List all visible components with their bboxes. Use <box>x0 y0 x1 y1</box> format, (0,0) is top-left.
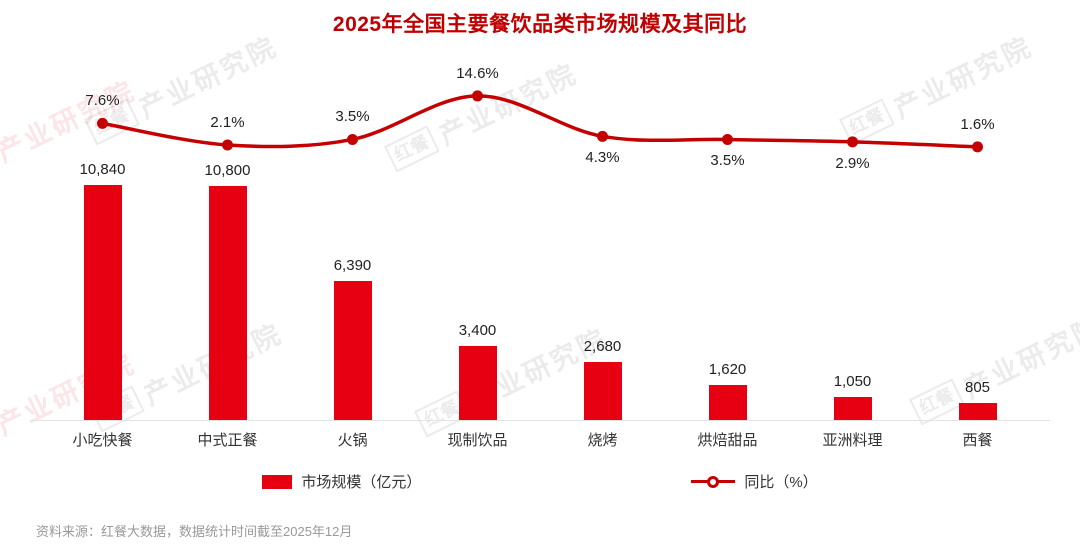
chart-title: 2025年全国主要餐饮品类市场规模及其同比 <box>332 13 748 36</box>
bar-value-label: 3,400 <box>458 322 497 339</box>
legend-line-label: 同比（%） <box>744 474 818 491</box>
bar <box>83 185 122 420</box>
line-value-label: 1.6% <box>960 115 995 133</box>
line-point-marker <box>347 133 358 145</box>
line-value-label: 14.6% <box>456 64 499 82</box>
line-value-label: 3.5% <box>335 108 370 126</box>
legend: 市场规模（亿元） 同比（%） <box>0 471 1080 492</box>
line-point-marker <box>597 130 608 142</box>
bar-value-label: 805 <box>964 379 991 396</box>
bar-value-label: 10,800 <box>204 162 251 179</box>
bar-value-label: 1,620 <box>708 361 747 378</box>
line-value-label: 2.1% <box>210 113 245 131</box>
line-point-marker <box>97 117 108 129</box>
category-label: 烘焙甜品 <box>697 432 758 449</box>
legend-item-line: 同比（%） <box>691 471 818 492</box>
line-point-marker <box>472 90 483 102</box>
bar-series-swatch <box>262 474 293 489</box>
category-label: 烧烤 <box>587 432 618 449</box>
x-axis-line <box>30 420 1050 421</box>
line-value-label: 3.5% <box>710 152 745 170</box>
line-point-marker <box>847 136 858 148</box>
line-point-marker <box>972 141 983 153</box>
bar <box>958 403 997 420</box>
line-point-marker <box>722 133 733 145</box>
line-point-marker <box>222 139 233 151</box>
line-value-label: 2.9% <box>835 154 870 172</box>
bar <box>208 186 247 420</box>
category-label: 火锅 <box>337 432 368 449</box>
watermark-text: 产业研究院 <box>134 31 283 125</box>
category-label: 小吃快餐 <box>72 432 133 449</box>
bar <box>708 385 747 420</box>
bar-value-label: 1,050 <box>833 373 872 390</box>
bar-value-label: 6,390 <box>333 257 372 274</box>
line-value-label: 7.6% <box>85 92 120 110</box>
category-label: 中式正餐 <box>197 432 258 449</box>
category-label: 西餐 <box>962 432 993 449</box>
watermark-text: 产业研究院 <box>0 75 141 169</box>
line-marker-icon <box>707 475 720 488</box>
bar-value-label: 10,840 <box>79 161 126 178</box>
bar <box>833 397 872 420</box>
watermark-text: 产业研究院 <box>889 31 1038 125</box>
line-value-label: 4.3% <box>585 149 620 167</box>
legend-bar-label: 市场规模（亿元） <box>301 474 422 491</box>
bar-value-label: 2,680 <box>583 338 622 355</box>
bar <box>333 281 372 420</box>
bar <box>458 346 497 420</box>
watermark-logo: 红餐 <box>383 124 441 173</box>
category-label: 现制饮品 <box>447 432 508 449</box>
legend-item-bar: 市场规模（亿元） <box>262 471 421 492</box>
line-series-swatch <box>691 475 736 488</box>
brand-watermark: 红餐产业研究院 <box>82 25 283 150</box>
category-label: 亚洲料理 <box>822 432 883 449</box>
source-note: 资料来源：红餐大数据，数据统计时间截至2025年12月 <box>36 524 353 539</box>
bar <box>583 362 622 420</box>
watermark-logo: 红餐 <box>838 97 896 146</box>
